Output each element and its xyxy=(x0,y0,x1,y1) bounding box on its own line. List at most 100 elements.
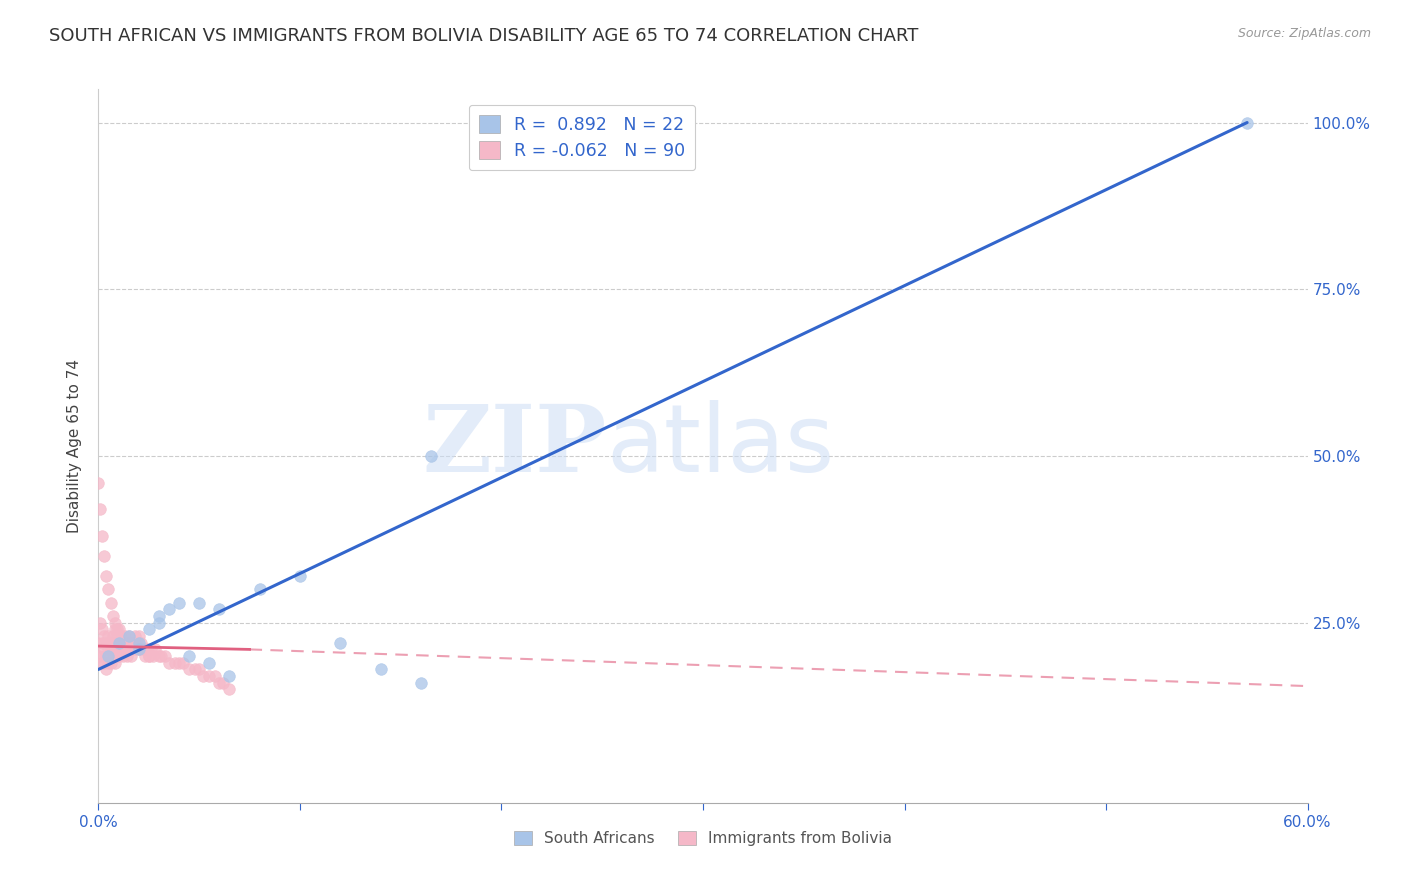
Point xyxy=(105,649,128,664)
Point xyxy=(208,675,231,690)
Point xyxy=(288,569,311,583)
Point xyxy=(110,629,132,643)
Point xyxy=(96,649,118,664)
Point xyxy=(193,669,215,683)
Point xyxy=(163,656,186,670)
Point xyxy=(103,615,125,630)
Point xyxy=(204,669,226,683)
Point xyxy=(87,475,110,490)
Point xyxy=(103,656,125,670)
Point xyxy=(1236,115,1258,129)
Point xyxy=(128,636,150,650)
Point xyxy=(118,629,141,643)
Point xyxy=(198,669,221,683)
Point xyxy=(91,656,114,670)
Point xyxy=(124,629,146,643)
Point xyxy=(179,649,201,664)
Point xyxy=(114,642,136,657)
Point xyxy=(218,669,240,683)
Point xyxy=(97,649,120,664)
Text: SOUTH AFRICAN VS IMMIGRANTS FROM BOLIVIA DISABILITY AGE 65 TO 74 CORRELATION CHA: SOUTH AFRICAN VS IMMIGRANTS FROM BOLIVIA… xyxy=(49,27,918,45)
Y-axis label: Disability Age 65 to 74: Disability Age 65 to 74 xyxy=(67,359,83,533)
Point xyxy=(96,636,118,650)
Point xyxy=(157,656,180,670)
Point xyxy=(101,609,124,624)
Point xyxy=(129,636,152,650)
Point xyxy=(93,629,115,643)
Point xyxy=(167,596,190,610)
Point xyxy=(138,623,160,637)
Point xyxy=(107,636,129,650)
Point xyxy=(249,582,271,597)
Point xyxy=(138,649,160,664)
Point xyxy=(115,649,138,664)
Point xyxy=(218,682,240,697)
Point xyxy=(138,649,160,664)
Point xyxy=(87,636,110,650)
Point xyxy=(420,449,443,463)
Point xyxy=(115,636,138,650)
Point xyxy=(107,649,129,664)
Legend: South Africans, Immigrants from Bolivia: South Africans, Immigrants from Bolivia xyxy=(508,825,898,852)
Point xyxy=(148,609,170,624)
Point xyxy=(96,569,118,583)
Point xyxy=(103,636,125,650)
Point xyxy=(100,596,122,610)
Point xyxy=(97,656,120,670)
Point xyxy=(100,636,122,650)
Point xyxy=(208,602,231,616)
Point xyxy=(135,642,157,657)
Point xyxy=(89,502,111,516)
Point xyxy=(143,642,166,657)
Point xyxy=(128,629,150,643)
Point xyxy=(128,642,150,657)
Point xyxy=(172,656,194,670)
Text: Source: ZipAtlas.com: Source: ZipAtlas.com xyxy=(1237,27,1371,40)
Point xyxy=(111,649,134,664)
Point xyxy=(105,623,128,637)
Point xyxy=(188,662,211,676)
Point xyxy=(101,629,124,643)
Point xyxy=(87,649,110,664)
Point xyxy=(107,636,129,650)
Point xyxy=(93,656,115,670)
Point xyxy=(142,649,165,664)
Point xyxy=(100,656,122,670)
Point xyxy=(89,615,111,630)
Point xyxy=(188,596,211,610)
Point xyxy=(91,623,114,637)
Point xyxy=(179,662,201,676)
Point xyxy=(132,642,155,657)
Point xyxy=(124,642,146,657)
Point xyxy=(148,615,170,630)
Point xyxy=(96,662,118,676)
Point xyxy=(149,649,172,664)
Point xyxy=(118,642,141,657)
Point xyxy=(91,636,114,650)
Point xyxy=(105,629,128,643)
Point xyxy=(101,642,124,657)
Point xyxy=(153,649,176,664)
Point xyxy=(105,636,128,650)
Point xyxy=(198,656,221,670)
Text: atlas: atlas xyxy=(606,400,835,492)
Point xyxy=(93,642,115,657)
Point xyxy=(100,642,122,657)
Point xyxy=(157,602,180,616)
Point xyxy=(120,649,142,664)
Point xyxy=(120,636,142,650)
Point xyxy=(125,636,148,650)
Point xyxy=(134,649,156,664)
Point xyxy=(118,642,141,657)
Point xyxy=(103,623,125,637)
Point xyxy=(91,529,114,543)
Point xyxy=(107,623,129,637)
Point xyxy=(409,675,432,690)
Point xyxy=(111,636,134,650)
Point xyxy=(97,629,120,643)
Point xyxy=(184,662,207,676)
Point xyxy=(370,662,392,676)
Point xyxy=(128,642,150,657)
Point xyxy=(329,636,352,650)
Point xyxy=(118,629,141,643)
